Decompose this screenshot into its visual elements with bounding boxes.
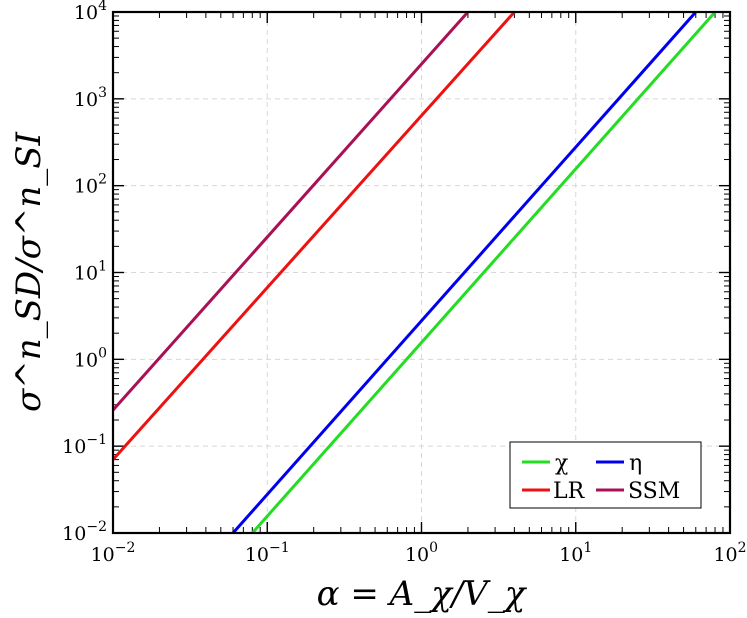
y-tick-labels: 10−2 10−1 100 101 102 103 104 (62, 0, 107, 545)
plot-frame (111, 10, 732, 535)
y-tick-label: 104 (74, 0, 107, 24)
x-tick-label: 101 (559, 540, 592, 566)
x-tick-label: 10−1 (245, 540, 290, 566)
x-tick-label: 102 (713, 540, 746, 566)
series-line-η (231, 11, 697, 534)
legend: χ η LR SSM (509, 441, 702, 509)
x-tick-label: 100 (405, 540, 438, 566)
series-line-SSM (111, 11, 470, 412)
y-tick-label: 102 (74, 172, 107, 198)
y-tick-label: 10−2 (62, 519, 107, 545)
series-line-χ (251, 11, 717, 534)
y-tick-label: 10−1 (62, 432, 107, 458)
y-axis-title: σ^n_SD/σ^n_SI (9, 131, 49, 411)
y-tick-label: 101 (74, 259, 107, 285)
x-tick-labels: 10−2 10−1 100 101 102 (91, 540, 747, 566)
series-line-LR (111, 10, 516, 461)
legend-box (509, 441, 702, 509)
legend-label-eta: η (629, 451, 642, 476)
x-tick-label: 10−2 (91, 540, 136, 566)
x-axis-title: α = A_χ/V_χ (317, 574, 528, 614)
y-tick-label: 100 (74, 345, 107, 371)
legend-label-chi: χ (555, 451, 568, 476)
legend-label-lr: LR (553, 479, 586, 504)
series-lines (111, 10, 717, 534)
legend-label-ssm: SSM (628, 479, 680, 504)
y-tick-label: 103 (74, 85, 107, 111)
